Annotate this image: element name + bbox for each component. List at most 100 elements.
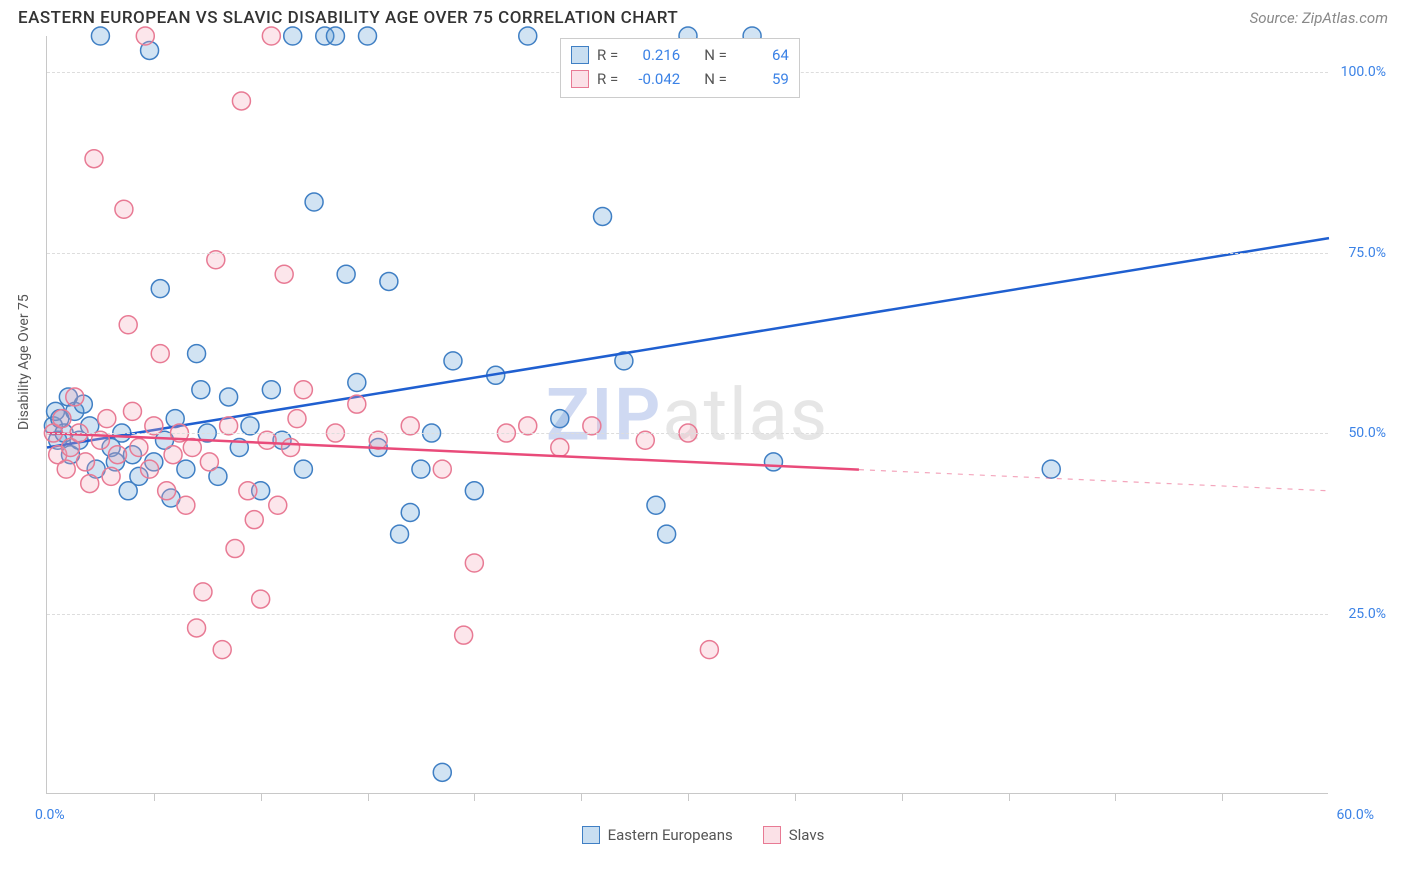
x-minor-tick bbox=[154, 793, 155, 801]
data-point bbox=[647, 496, 665, 514]
data-point bbox=[348, 395, 366, 413]
r-value-slavs: -0.042 bbox=[626, 70, 680, 88]
data-point bbox=[53, 410, 71, 428]
data-point bbox=[465, 554, 483, 572]
y-tick-label: 75.0% bbox=[1348, 245, 1386, 261]
data-point bbox=[433, 460, 451, 478]
data-point bbox=[66, 388, 84, 406]
legend-label-eastern: Eastern Europeans bbox=[608, 826, 733, 844]
data-point bbox=[551, 410, 569, 428]
scatter-svg bbox=[47, 36, 1328, 793]
data-point bbox=[220, 388, 238, 406]
data-point bbox=[262, 381, 280, 399]
data-point bbox=[305, 193, 323, 211]
swatch-slavs bbox=[571, 70, 589, 88]
n-value-eastern: 64 bbox=[735, 46, 789, 64]
x-tick-label: 60.0% bbox=[1336, 807, 1374, 823]
y-tick-label: 100.0% bbox=[1341, 64, 1386, 80]
plot-area: ZIPatlas 25.0%50.0%75.0%100.0%0.0%60.0% bbox=[46, 36, 1328, 794]
data-point bbox=[115, 200, 133, 218]
legend-item-slavs: Slavs bbox=[763, 826, 825, 844]
data-point bbox=[81, 475, 99, 493]
series-legend: Eastern Europeans Slavs bbox=[0, 826, 1406, 844]
data-point bbox=[380, 272, 398, 290]
legend-item-eastern: Eastern Europeans bbox=[582, 826, 733, 844]
r-value-eastern: 0.216 bbox=[626, 46, 680, 64]
data-point bbox=[85, 150, 103, 168]
data-point bbox=[188, 619, 206, 637]
data-point bbox=[294, 460, 312, 478]
data-point bbox=[151, 345, 169, 363]
gridline-h bbox=[47, 614, 1328, 615]
data-point bbox=[57, 460, 75, 478]
data-point bbox=[192, 381, 210, 399]
data-point bbox=[391, 525, 409, 543]
chart-title: EASTERN EUROPEAN VS SLAVIC DISABILITY AG… bbox=[18, 8, 678, 28]
data-point bbox=[294, 381, 312, 399]
data-point bbox=[109, 446, 127, 464]
legend-row-slavs: R = -0.042 N = 59 bbox=[571, 67, 789, 91]
x-minor-tick bbox=[902, 793, 903, 801]
data-point bbox=[123, 402, 141, 420]
data-point bbox=[194, 583, 212, 601]
data-point bbox=[200, 453, 218, 471]
data-point bbox=[444, 352, 462, 370]
data-point bbox=[226, 540, 244, 558]
chart-source: Source: ZipAtlas.com bbox=[1250, 9, 1388, 27]
data-point bbox=[326, 27, 344, 45]
data-point bbox=[269, 496, 287, 514]
data-point bbox=[239, 482, 257, 500]
legend-row-eastern: R = 0.216 N = 64 bbox=[571, 43, 789, 67]
data-point bbox=[245, 511, 263, 529]
x-minor-tick bbox=[368, 793, 369, 801]
data-point bbox=[412, 460, 430, 478]
swatch-eastern-icon bbox=[582, 826, 600, 844]
data-point bbox=[177, 496, 195, 514]
data-point bbox=[348, 374, 366, 392]
data-point bbox=[91, 27, 109, 45]
swatch-slavs-icon bbox=[763, 826, 781, 844]
data-point bbox=[119, 316, 137, 334]
data-point bbox=[164, 446, 182, 464]
data-point bbox=[130, 438, 148, 456]
data-point bbox=[141, 460, 159, 478]
x-minor-tick bbox=[474, 793, 475, 801]
data-point bbox=[232, 92, 250, 110]
gridline-h bbox=[47, 433, 1328, 434]
gridline-h bbox=[47, 253, 1328, 254]
data-point bbox=[151, 280, 169, 298]
data-point bbox=[337, 265, 355, 283]
data-point bbox=[76, 453, 94, 471]
x-tick-label: 0.0% bbox=[35, 807, 65, 823]
data-point bbox=[433, 763, 451, 781]
data-point bbox=[158, 482, 176, 500]
data-point bbox=[282, 438, 300, 456]
data-point bbox=[594, 207, 612, 225]
data-point bbox=[284, 27, 302, 45]
data-point bbox=[401, 503, 419, 521]
data-point bbox=[359, 27, 377, 45]
r-label-2: R = bbox=[597, 70, 618, 88]
x-minor-tick bbox=[261, 793, 262, 801]
data-point bbox=[183, 438, 201, 456]
x-minor-tick bbox=[1115, 793, 1116, 801]
data-point bbox=[1042, 460, 1060, 478]
y-tick-label: 50.0% bbox=[1348, 425, 1386, 441]
x-minor-tick bbox=[795, 793, 796, 801]
x-minor-tick bbox=[581, 793, 582, 801]
y-tick-label: 25.0% bbox=[1348, 606, 1386, 622]
y-axis-title: Disability Age Over 75 bbox=[16, 294, 32, 430]
legend-label-slavs: Slavs bbox=[789, 826, 825, 844]
data-point bbox=[551, 438, 569, 456]
trend-line bbox=[47, 238, 1329, 447]
data-point bbox=[658, 525, 676, 543]
n-label-2: N = bbox=[704, 70, 727, 88]
n-value-slavs: 59 bbox=[735, 70, 789, 88]
trend-line-dashed bbox=[859, 470, 1329, 491]
correlation-legend: R = 0.216 N = 64 R = -0.042 N = 59 bbox=[560, 38, 800, 98]
data-point bbox=[98, 410, 116, 428]
n-label: N = bbox=[704, 46, 727, 64]
data-point bbox=[700, 641, 718, 659]
data-point bbox=[275, 265, 293, 283]
x-minor-tick bbox=[1009, 793, 1010, 801]
